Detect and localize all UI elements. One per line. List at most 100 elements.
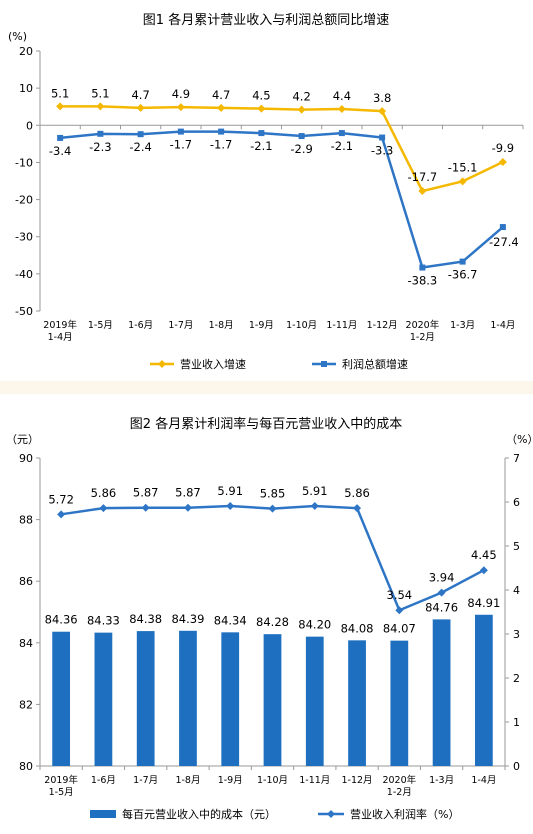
legend-label-0: 营业收入增速	[180, 357, 246, 371]
y-tick-label-right: 6	[513, 496, 520, 509]
y-tick-label: -20	[15, 194, 33, 207]
series-0-point-11	[498, 158, 507, 167]
series-0-data-label-6: 4.2	[292, 90, 310, 104]
x-tick-label-11: 1-4月	[490, 320, 515, 331]
series-0-data-label-4: 4.7	[212, 88, 230, 102]
bar-4	[221, 632, 240, 766]
line-point-4	[226, 501, 235, 510]
bar-1	[94, 632, 113, 766]
bar-data-label-5: 84.28	[256, 615, 289, 629]
series-0-data-label-11: -9.9	[492, 141, 514, 155]
series-1-point-11	[499, 224, 506, 231]
x-tick-label-9-line-1: 1-2月	[410, 332, 435, 343]
chart-title: 图1 各月累计营业收入与利润总额同比增速	[143, 12, 389, 28]
y-tick-label-left: 88	[19, 514, 33, 527]
line-data-label-0: 5.72	[48, 492, 74, 506]
y-tick-label: -50	[15, 305, 33, 318]
y-tick-label: -40	[15, 268, 33, 281]
line-data-label-4: 5.91	[217, 484, 243, 498]
line-data-label-8: 3.54	[387, 588, 413, 602]
series-1-point-3	[177, 128, 184, 135]
x-tick-label-4: 1-8月	[209, 320, 234, 331]
series-0-point-5	[257, 104, 266, 113]
line-data-label-9: 3.94	[429, 571, 455, 585]
x-tick-label-8-line-1: 1-2月	[387, 787, 412, 798]
series-1-point-2	[137, 131, 144, 138]
x-tick-label-1: 1-6月	[91, 775, 116, 786]
series-0-data-label-2: 4.7	[131, 88, 149, 102]
x-tick-label-2: 1-7月	[133, 775, 158, 786]
series-0-data-label-1: 5.1	[91, 86, 109, 100]
y-tick-label-right: 3	[513, 628, 520, 641]
series-0-data-label-10: -15.1	[448, 160, 478, 174]
series-0-point-4	[217, 103, 226, 112]
series-1-data-label-9: -38.3	[407, 274, 437, 288]
series-1-point-10	[459, 258, 466, 265]
line-point-3	[183, 503, 192, 512]
line-data-label-1: 5.86	[91, 486, 117, 500]
x-tick-label-0-line-1: 1-4月	[48, 332, 73, 343]
y-tick-label: -30	[15, 231, 33, 244]
series-1-point-6	[298, 133, 305, 140]
series-1-data-label-5: -2.1	[250, 139, 272, 153]
y-tick-label-right: 7	[513, 452, 520, 465]
series-line-0	[60, 105, 504, 193]
x-tick-label-10: 1-3月	[450, 320, 475, 331]
series-1-data-label-8: -3.3	[371, 144, 393, 158]
x-tick-label-9-line-0: 2020年	[406, 319, 440, 331]
x-tick-label-7: 1-11月	[326, 320, 357, 331]
series-1-point-8	[379, 134, 386, 141]
bar-data-label-4: 84.34	[214, 613, 247, 627]
x-tick-label-3: 1-8月	[175, 775, 200, 786]
bar-3	[179, 630, 197, 766]
series-1-data-label-6: -2.9	[290, 142, 312, 156]
line-data-label-5: 5.85	[260, 487, 286, 501]
x-tick-label-5: 1-10月	[257, 775, 288, 786]
y-tick-label-right: 2	[513, 672, 520, 685]
legend-marker-1	[321, 361, 327, 367]
y-axis-label: (%)	[8, 30, 27, 43]
series-1-data-label-2: -2.4	[129, 140, 151, 154]
series-1-point-5	[258, 130, 265, 137]
line-point-1	[99, 504, 108, 513]
line-data-label-2: 5.87	[133, 486, 159, 500]
y-axis-label-right: （%）	[506, 433, 533, 446]
legend-label-line: 营业收入利润率（%）	[350, 807, 459, 821]
x-tick-label-0-line-0: 2019年	[44, 774, 78, 786]
bar-data-label-2: 84.38	[129, 612, 162, 626]
x-tick-label-3: 1-7月	[168, 320, 193, 331]
bar-data-label-9: 84.76	[425, 600, 458, 614]
line-point-9	[437, 588, 446, 597]
y-tick-label: -10	[15, 156, 33, 169]
legend-label-1: 利润总额增速	[342, 357, 408, 371]
bar-5	[263, 634, 282, 766]
x-tick-label-5: 1-9月	[249, 320, 274, 331]
series-0-data-label-3: 4.9	[172, 87, 190, 101]
bar-data-label-1: 84.33	[87, 614, 120, 628]
bar-0	[52, 631, 71, 766]
series-0-point-1	[96, 102, 105, 111]
y-tick-label: 20	[19, 45, 33, 58]
legend-swatch-bars	[90, 810, 116, 818]
x-tick-label-0-line-1: 1-5月	[49, 787, 74, 798]
line-data-label-3: 5.87	[175, 486, 201, 500]
y-tick-label-left: 80	[19, 760, 33, 773]
series-1-point-7	[338, 130, 345, 137]
legend-label-bars: 每百元营业收入中的成本（元）	[122, 807, 276, 821]
x-tick-label-10: 1-4月	[471, 775, 496, 786]
chart-2: 图2 各月累计利润率与每百元营业收入中的成本 （元） （%） 90 88 86 84 82 80…	[6, 416, 533, 821]
legend-marker-line	[327, 810, 335, 818]
series-0-point-10	[458, 177, 467, 186]
bar-2	[136, 631, 155, 766]
chart-title: 图2 各月累计利润率与每百元营业收入中的成本	[130, 416, 402, 432]
series-1-data-label-4: -1.7	[210, 138, 232, 152]
bar-data-label-3: 84.39	[171, 612, 204, 626]
bar-data-label-6: 84.20	[298, 618, 331, 632]
series-0-data-label-9: -17.7	[407, 170, 437, 184]
series-1-point-0	[57, 134, 64, 141]
legend-marker-0	[158, 360, 166, 368]
series-0-data-label-5: 4.5	[252, 89, 270, 103]
bar-data-label-10: 84.91	[467, 596, 500, 610]
series-0-point-7	[337, 104, 346, 113]
series-1-data-label-11: -27.4	[489, 235, 519, 249]
